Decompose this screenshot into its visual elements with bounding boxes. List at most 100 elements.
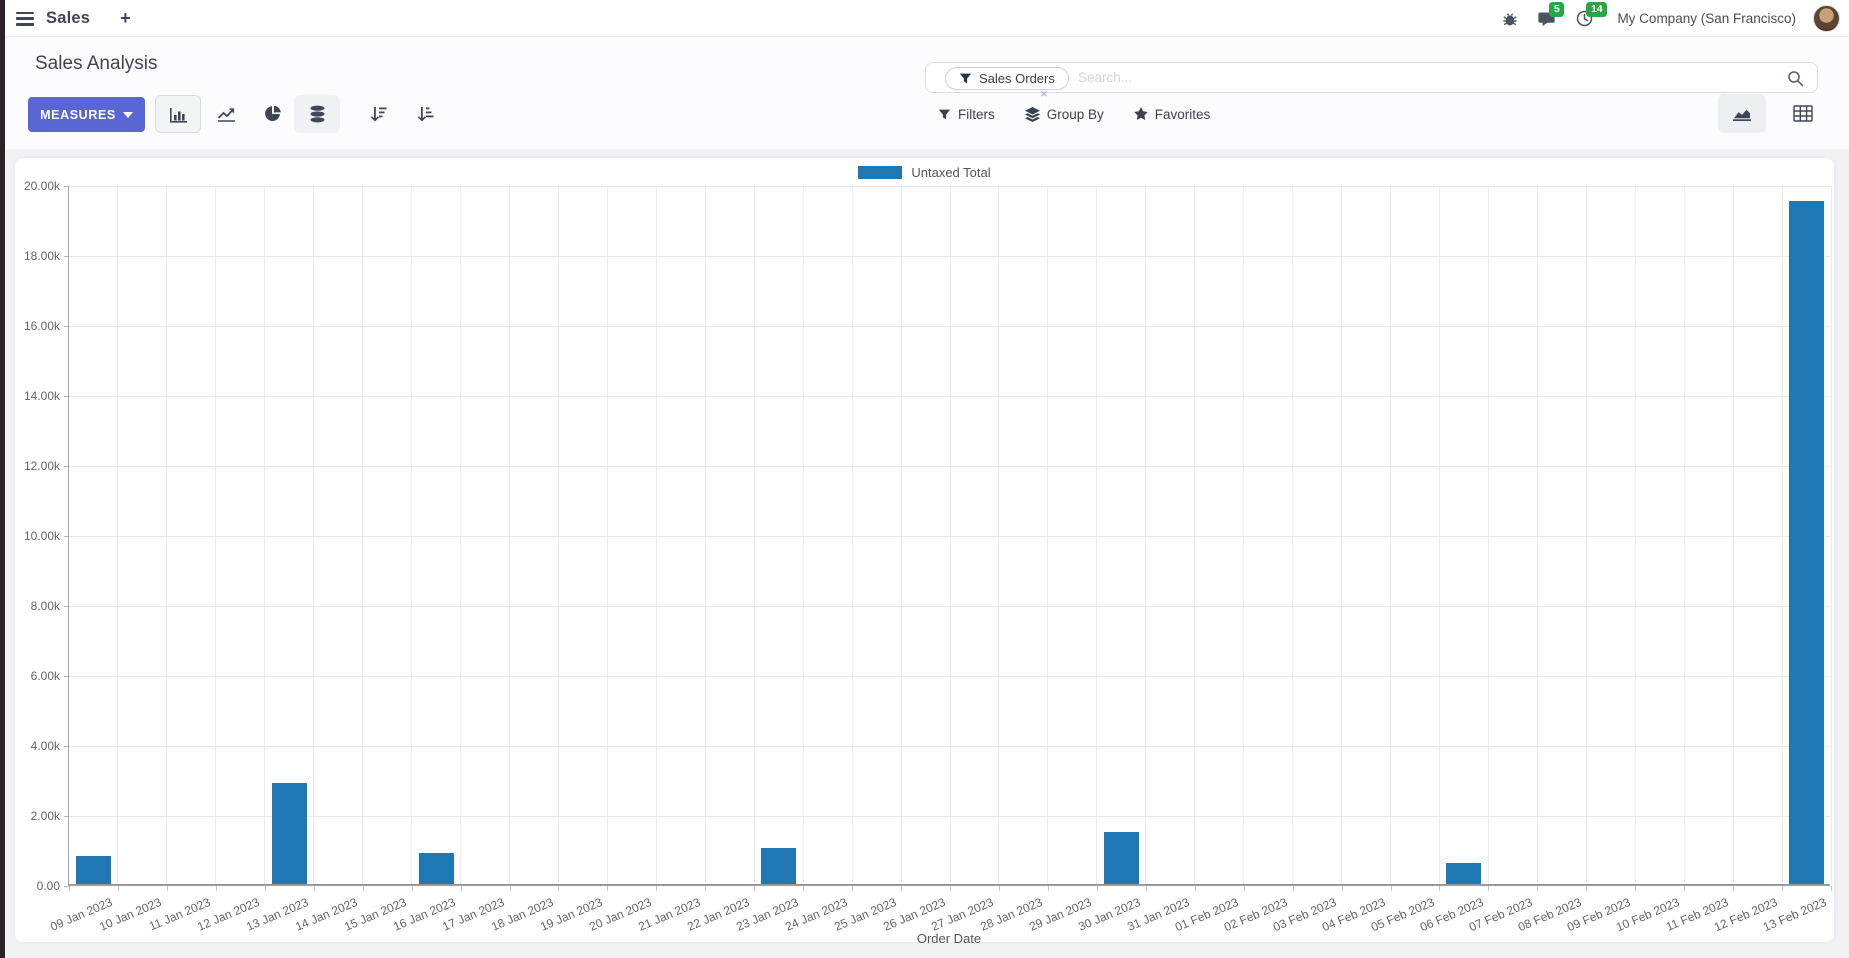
- v-gridline: [606, 186, 608, 884]
- v-gridline: [1145, 186, 1147, 884]
- x-tick: [362, 886, 364, 891]
- v-gridline: [509, 186, 510, 884]
- filters-button[interactable]: Filters: [938, 107, 995, 122]
- caret-down-icon: [122, 111, 133, 118]
- v-gridline: [1634, 186, 1636, 884]
- company-switcher[interactable]: My Company (San Francisco): [1617, 11, 1796, 26]
- facet-remove-icon[interactable]: ×: [1040, 86, 1048, 101]
- app-name[interactable]: Sales: [46, 9, 91, 27]
- v-gridline: [753, 186, 755, 884]
- table-grid-icon: [1793, 105, 1813, 122]
- legend-label: Untaxed Total: [911, 165, 991, 180]
- pivot-view-button[interactable]: [1779, 94, 1827, 133]
- chart-bar[interactable]: [271, 782, 307, 884]
- v-gridline: [215, 186, 217, 884]
- x-tick: [1537, 886, 1539, 891]
- x-tick: [215, 886, 217, 891]
- legend-item-untaxed-total[interactable]: Untaxed Total: [15, 165, 1834, 180]
- bug-icon[interactable]: [1500, 9, 1520, 29]
- chart-card: Untaxed Total 0.00 2.00k 4.00k 6.00k 8.00k 10…: [15, 158, 1834, 946]
- chart-bar[interactable]: [418, 852, 454, 884]
- v-gridline: [1781, 186, 1783, 884]
- layers-icon: [1024, 106, 1040, 122]
- x-tick: [313, 886, 315, 891]
- favorites-button[interactable]: Favorites: [1133, 107, 1210, 122]
- search-facet-sales-orders[interactable]: Sales Orders: [945, 66, 1069, 90]
- v-gridline: [802, 186, 804, 884]
- stacked-toggle-button[interactable]: [294, 95, 340, 133]
- y-tick: [64, 186, 68, 187]
- v-gridline: [1683, 186, 1685, 884]
- sort-descending-button[interactable]: [355, 95, 401, 133]
- x-tick: [558, 886, 560, 891]
- sort-descending-icon: [370, 107, 386, 122]
- v-gridline: [704, 186, 706, 884]
- x-tick: [1684, 886, 1686, 891]
- legend-swatch: [858, 166, 903, 179]
- y-tick-label: 0.00: [36, 879, 60, 893]
- star-icon: [1133, 107, 1148, 121]
- v-gridline: [949, 186, 951, 884]
- messages-icon[interactable]: 5: [1537, 1, 1565, 29]
- plot-area: 0.00 2.00k 4.00k 6.00k 8.00k 10.00k 12.00k 14.0…: [24, 179, 1832, 934]
- stacked-database-icon: [310, 105, 324, 123]
- search-placeholder: Search...: [1078, 70, 1133, 85]
- y-tick-label: 4.00k: [30, 739, 60, 753]
- pie-chart-icon: [265, 105, 281, 121]
- group-by-button[interactable]: Group By: [1024, 106, 1104, 122]
- x-tick: [803, 886, 805, 891]
- v-gridline: [411, 186, 413, 884]
- control-panel: Sales Analysis MEASURES: [0, 37, 1849, 149]
- user-avatar[interactable]: [1813, 5, 1840, 32]
- sort-ascending-button[interactable]: [402, 95, 448, 133]
- bar-chart-view-button[interactable]: [155, 95, 201, 133]
- x-tick: [1047, 886, 1049, 891]
- y-tick-label: 16.00k: [23, 319, 60, 333]
- pie-chart-view-button[interactable]: [250, 95, 296, 133]
- v-gridline: [1194, 186, 1196, 884]
- x-tick: [1635, 886, 1637, 891]
- v-gridline: [557, 186, 559, 884]
- chart-bar[interactable]: [761, 847, 797, 884]
- v-gridline: [1732, 186, 1734, 884]
- x-tick: [264, 886, 266, 891]
- x-tick: [950, 886, 951, 891]
- search-icon[interactable]: [1787, 70, 1804, 92]
- v-gridline: [1096, 186, 1098, 884]
- v-gridline: [1390, 186, 1391, 884]
- x-tick: [1243, 886, 1245, 891]
- apps-menu-icon[interactable]: [16, 11, 34, 26]
- y-tick: [64, 256, 68, 257]
- y-tick-label: 14.00k: [23, 389, 60, 403]
- activities-clock-icon[interactable]: 14: [1574, 1, 1608, 29]
- sort-ascending-icon: [417, 107, 433, 122]
- messages-badge: 5: [1549, 1, 1565, 17]
- y-tick: [64, 606, 68, 607]
- search-input[interactable]: Sales Orders Search...: [925, 62, 1818, 93]
- line-chart-icon: [217, 108, 235, 122]
- graph-view-button[interactable]: [1718, 94, 1766, 133]
- filter-funnel-icon: [938, 109, 951, 119]
- y-tick: [64, 676, 68, 677]
- y-tick: [64, 746, 68, 747]
- y-tick: [64, 466, 68, 467]
- x-tick: [69, 886, 70, 891]
- v-gridline: [460, 186, 462, 884]
- x-tick: [1145, 886, 1147, 891]
- chart-bar[interactable]: [1789, 200, 1825, 884]
- line-chart-view-button[interactable]: [203, 95, 249, 133]
- y-tick: [64, 536, 68, 537]
- y-tick: [64, 396, 68, 397]
- v-gridline: [362, 186, 364, 884]
- x-tick: [1292, 886, 1294, 891]
- x-tick: [166, 886, 168, 891]
- y-tick-label: 10.00k: [23, 529, 60, 543]
- chart-bar[interactable]: [1446, 863, 1482, 884]
- x-tick: [607, 886, 609, 891]
- chart-bar[interactable]: [75, 856, 111, 884]
- x-tick: [117, 886, 119, 891]
- y-tick-label: 2.00k: [30, 809, 60, 823]
- new-tab-plus-icon[interactable]: +: [120, 8, 131, 28]
- measures-button[interactable]: MEASURES: [28, 97, 145, 132]
- chart-bar[interactable]: [1103, 832, 1139, 884]
